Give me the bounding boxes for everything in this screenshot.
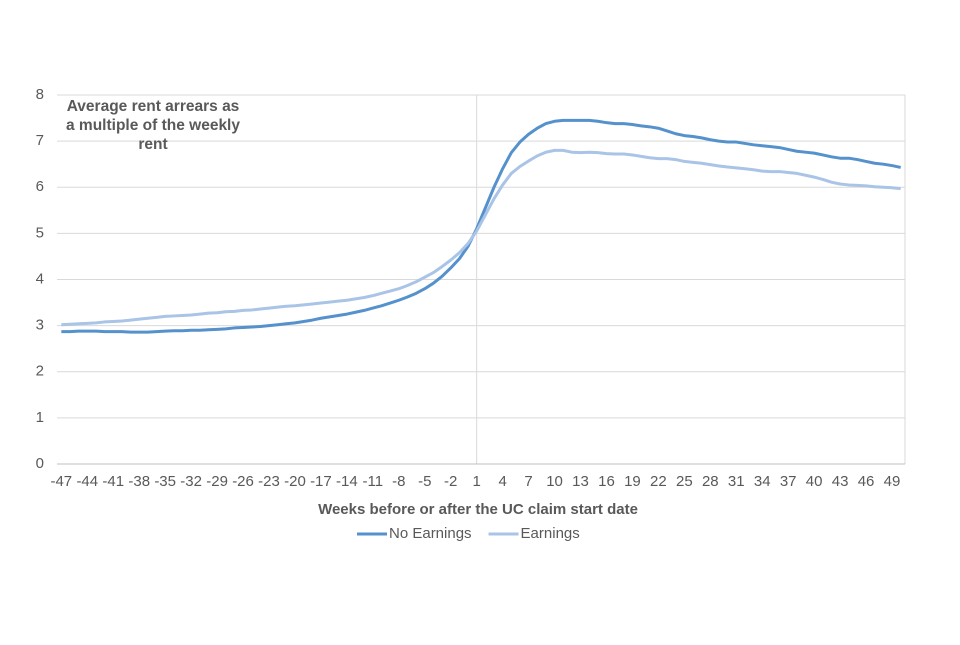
x-tick-label: 7 xyxy=(524,473,532,490)
x-tick-label: 4 xyxy=(498,473,506,490)
x-tick-label: -35 xyxy=(154,473,176,490)
x-tick-label: -38 xyxy=(128,473,150,490)
y-tick-label: 4 xyxy=(36,270,44,287)
x-tick-label: -41 xyxy=(102,473,124,490)
y-tick-label: 6 xyxy=(36,178,44,195)
y-tick-label: 0 xyxy=(36,455,44,472)
x-tick-label: 10 xyxy=(546,473,563,490)
series-line xyxy=(61,148,901,327)
series-line xyxy=(61,118,901,334)
legend-label: No Earnings xyxy=(389,525,472,542)
x-tick-label: -32 xyxy=(180,473,202,490)
x-tick-label: -14 xyxy=(336,473,358,490)
annotation: Average rent arrears as a multiple of th… xyxy=(66,98,240,153)
x-tick-label: -8 xyxy=(392,473,405,490)
x-tick-label: -26 xyxy=(232,473,254,490)
x-tick-label: -20 xyxy=(284,473,306,490)
y-tick-label: 7 xyxy=(36,132,44,149)
x-tick-label: 1 xyxy=(473,473,481,490)
x-tick-label: 31 xyxy=(728,473,745,490)
x-tick-label: 34 xyxy=(754,473,771,490)
x-axis-title: Weeks before or after the UC claim start… xyxy=(318,501,638,518)
y-tick-label: 8 xyxy=(36,86,44,103)
x-tick-label: 25 xyxy=(676,473,693,490)
x-tick-label: 28 xyxy=(702,473,719,490)
y-tick-label: 5 xyxy=(36,224,44,241)
x-tick-label: 40 xyxy=(806,473,823,490)
y-tick-label: 3 xyxy=(36,317,44,334)
x-tick-label: 49 xyxy=(884,473,901,490)
y-tick-label: 2 xyxy=(36,363,44,380)
x-tick-label: 13 xyxy=(572,473,589,490)
x-tick-label: -2 xyxy=(444,473,457,490)
x-tick-label: 43 xyxy=(832,473,849,490)
x-tick-label: -29 xyxy=(206,473,228,490)
x-tick-label: 46 xyxy=(858,473,875,490)
legend-label: Earnings xyxy=(521,525,580,542)
x-tick-label: 37 xyxy=(780,473,797,490)
y-tick-label: 1 xyxy=(36,409,44,426)
x-tick-label: -23 xyxy=(258,473,280,490)
x-tick-label: -5 xyxy=(418,473,431,490)
x-tick-label: 16 xyxy=(598,473,615,490)
x-tick-label: -17 xyxy=(310,473,332,490)
x-tick-label: -47 xyxy=(50,473,72,490)
x-tick-label: -11 xyxy=(363,473,384,490)
x-tick-label: 19 xyxy=(624,473,641,490)
x-tick-label: -44 xyxy=(76,473,98,490)
x-tick-label: 22 xyxy=(650,473,667,490)
